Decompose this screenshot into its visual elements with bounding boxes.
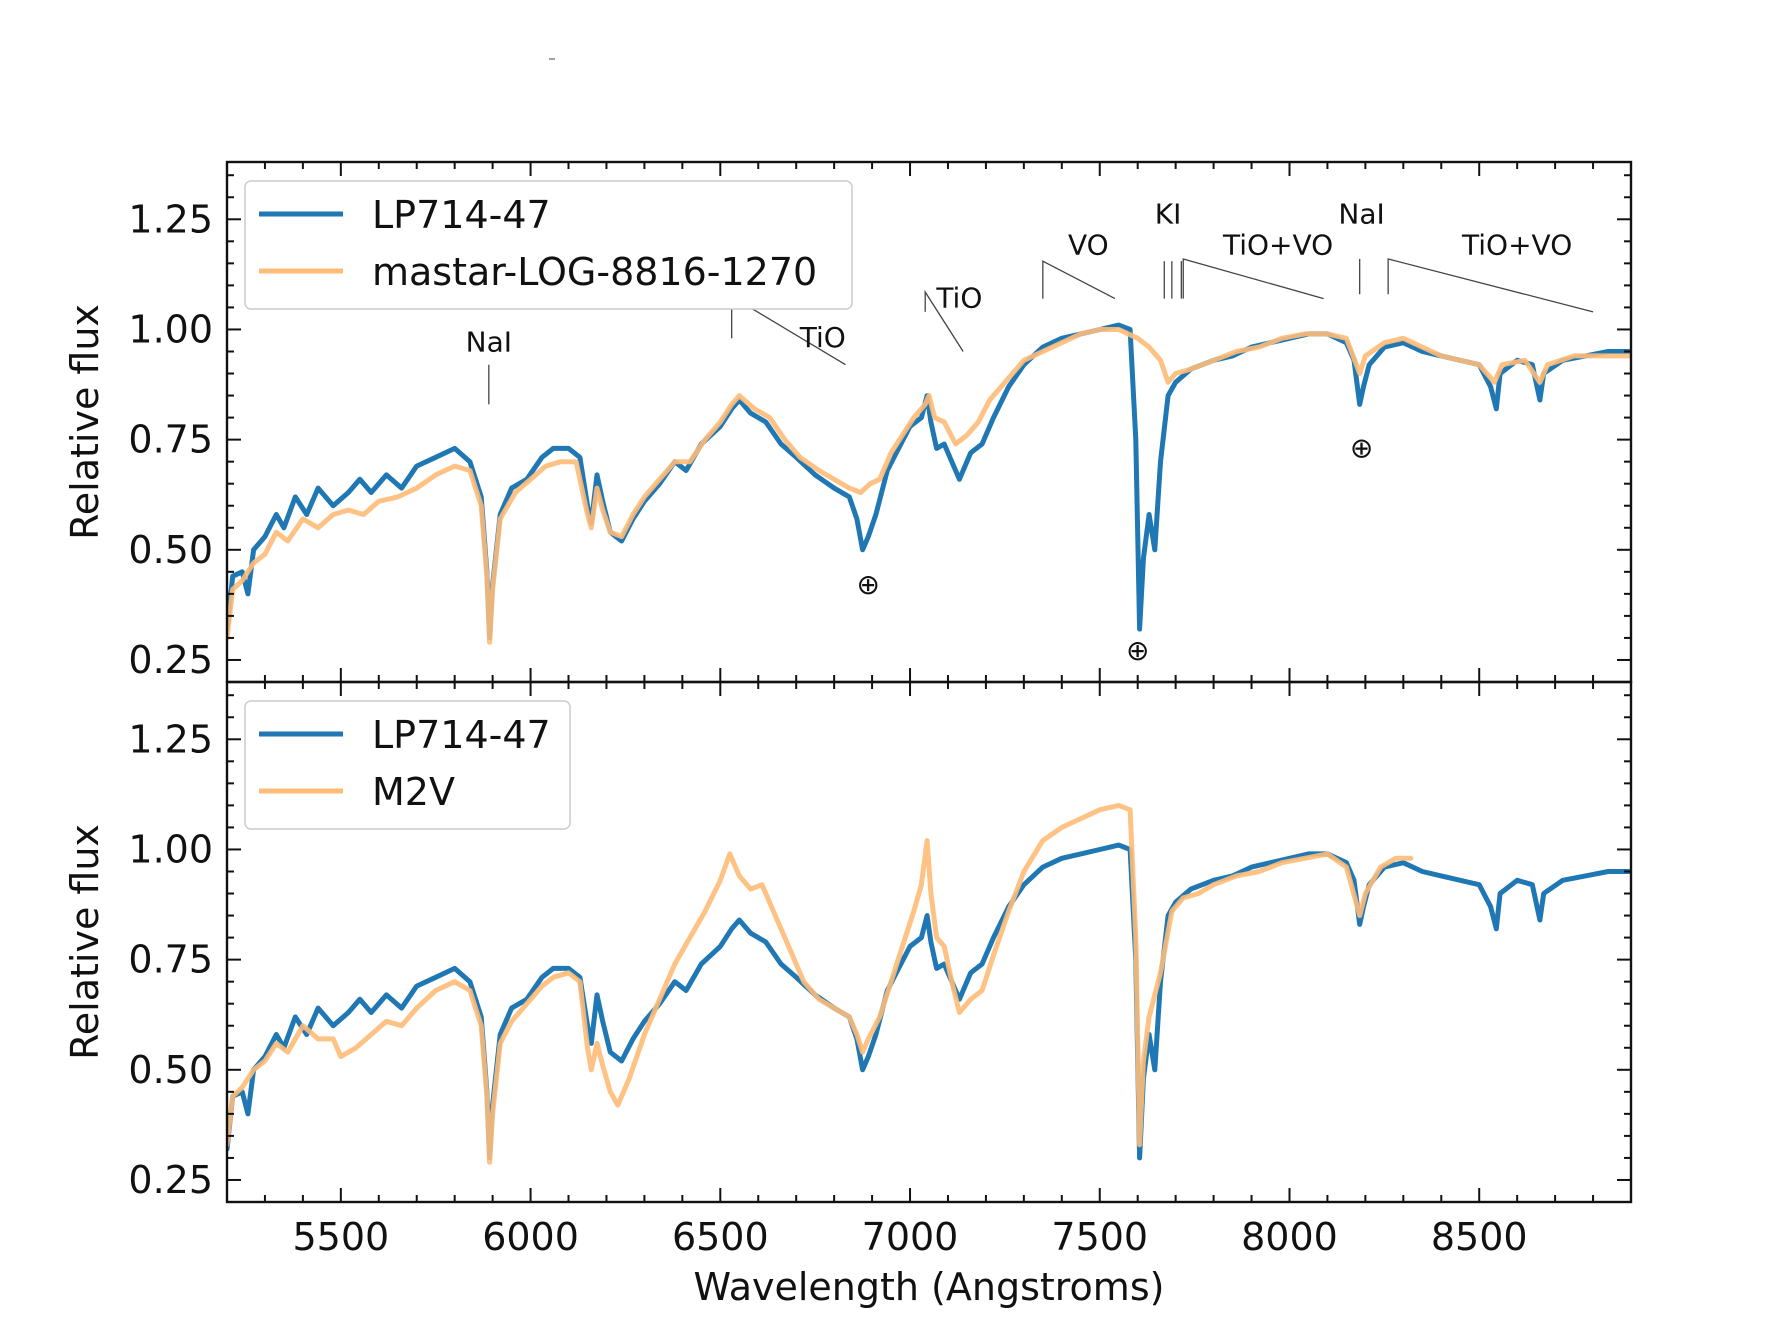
bottom-tick-layer: 0.25 0.50 0.75 1.00 1.25 5500 6000 6500 7000 7500…: [128, 682, 1632, 1259]
bottom-y-tick-label: 1.00: [128, 827, 213, 871]
top-y-tick-label: 0.75: [128, 418, 213, 462]
bottom-series-line-m2v: [227, 802, 1414, 1165]
annotation-guide-band: [1387, 258, 1594, 313]
bottom-x-tick-label: 6500: [672, 1215, 769, 1259]
top-legend-box: [244, 180, 853, 310]
bottom-x-tick-label: 7000: [862, 1215, 959, 1259]
bottom-y-tick-label: 1.25: [128, 717, 213, 761]
annotation-label: KI: [1155, 198, 1182, 231]
top-y-tick-label: 1.00: [128, 307, 213, 351]
bottom-x-tick-label: 7500: [1051, 1215, 1148, 1259]
bottom-plot-frame: [225, 680, 1633, 1204]
bottom-legend: LP714-47 M2V: [244, 700, 571, 830]
annotation-guide-band: [924, 289, 964, 352]
top-y-tick-label: 0.25: [128, 638, 213, 682]
annotation-guide-band: [1042, 260, 1116, 300]
bottom-x-tick-label: 8500: [1431, 1215, 1528, 1259]
top-y-axis-title: Relative flux: [63, 304, 107, 540]
bottom-panel: 0.25 0.50 0.75 1.00 1.25 5500 6000 6500 7000 7500…: [63, 680, 1633, 1309]
annotation-label: TiO: [799, 321, 846, 354]
bottom-y-tick-label: 0.50: [128, 1048, 213, 1092]
bottom-x-tick-label: 8000: [1241, 1215, 1338, 1259]
bottom-y-tick-label: 0.25: [128, 1158, 213, 1202]
annotation-label: TiO: [935, 281, 982, 314]
top-legend-label-mastar: mastar-LOG-8816-1270: [372, 250, 817, 294]
top-series-layer: [227, 322, 1631, 645]
annotation-label: TiO+VO: [1222, 229, 1333, 262]
bottom-series-layer: [227, 802, 1631, 1165]
top-y-tick-label: 0.50: [128, 528, 213, 572]
telluric-marker: ⊕: [857, 568, 880, 601]
top-legend: LP714-47 mastar-LOG-8816-1270: [244, 180, 853, 310]
top-series-line-mastar-log-8816-1270: [227, 327, 1631, 645]
annotation-guide-band: [1182, 258, 1324, 300]
annotation-label: VO: [1068, 229, 1109, 262]
bottom-legend-label-m2v: M2V: [372, 770, 455, 814]
bottom-y-tick-label: 0.75: [128, 938, 213, 982]
top-y-tick-label: 1.25: [128, 197, 213, 241]
bottom-x-tick-label: 6000: [482, 1215, 579, 1259]
bottom-x-tick-label: 5500: [292, 1215, 389, 1259]
bottom-y-axis-title: Relative flux: [63, 824, 107, 1060]
telluric-marker: ⊕: [1126, 634, 1149, 667]
top-legend-label-lp714-47: LP714-47: [372, 193, 551, 237]
bottom-legend-label-lp714-47: LP714-47: [372, 713, 551, 757]
x-axis-title: Wavelength (Angstroms): [694, 1265, 1165, 1309]
annotation-label: TiO+VO: [1461, 229, 1572, 262]
annotation-label: NaI: [466, 325, 512, 358]
top-tick-layer: 0.25 0.50 0.75 1.00 1.25: [128, 162, 1632, 683]
telluric-marker: ⊕: [1350, 431, 1373, 464]
top-series-line-lp714-47: [227, 322, 1631, 641]
annotation-label: NaI: [1338, 198, 1384, 231]
